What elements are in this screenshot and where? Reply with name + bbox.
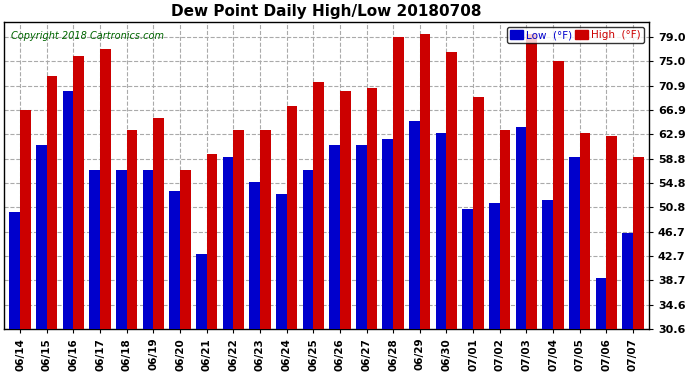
Bar [196, 254, 206, 329]
Bar [515, 127, 526, 329]
Bar [169, 190, 180, 329]
Bar [622, 233, 633, 329]
Bar [569, 158, 580, 329]
Bar [223, 158, 233, 329]
Bar [180, 170, 190, 329]
Bar [153, 118, 164, 329]
Bar [90, 170, 100, 329]
Legend: Low  (°F), High  (°F): Low (°F), High (°F) [507, 27, 644, 44]
Bar [127, 130, 137, 329]
Bar [382, 140, 393, 329]
Bar [20, 110, 31, 329]
Bar [260, 130, 270, 329]
Bar [542, 200, 553, 329]
Bar [580, 134, 591, 329]
Bar [500, 130, 511, 329]
Bar [206, 154, 217, 329]
Bar [553, 61, 564, 329]
Bar [595, 278, 607, 329]
Bar [286, 106, 297, 329]
Bar [313, 82, 324, 329]
Bar [233, 130, 244, 329]
Bar [36, 146, 47, 329]
Bar [366, 88, 377, 329]
Bar [409, 121, 420, 329]
Bar [47, 76, 57, 329]
Title: Dew Point Daily High/Low 20180708: Dew Point Daily High/Low 20180708 [171, 4, 482, 19]
Bar [446, 52, 457, 329]
Bar [303, 170, 313, 329]
Bar [63, 91, 73, 329]
Bar [473, 97, 484, 329]
Bar [526, 34, 537, 329]
Bar [100, 49, 110, 329]
Bar [10, 212, 20, 329]
Bar [489, 203, 500, 329]
Bar [73, 56, 84, 329]
Bar [329, 146, 340, 329]
Bar [356, 146, 366, 329]
Bar [276, 194, 286, 329]
Text: Copyright 2018 Cartronics.com: Copyright 2018 Cartronics.com [10, 31, 164, 41]
Bar [393, 37, 404, 329]
Bar [340, 91, 351, 329]
Bar [462, 209, 473, 329]
Bar [633, 158, 644, 329]
Bar [116, 170, 127, 329]
Bar [143, 170, 153, 329]
Bar [249, 182, 260, 329]
Bar [607, 136, 617, 329]
Bar [420, 34, 431, 329]
Bar [436, 134, 446, 329]
